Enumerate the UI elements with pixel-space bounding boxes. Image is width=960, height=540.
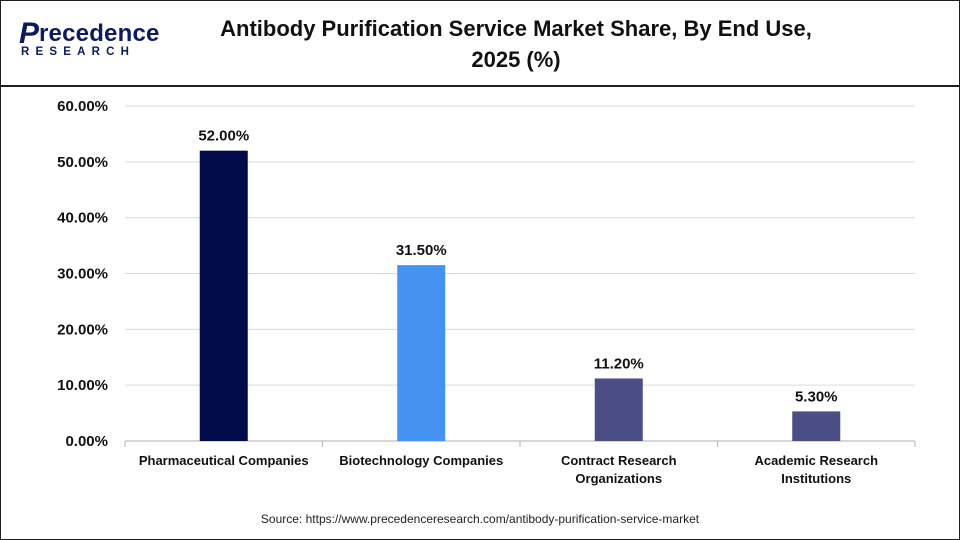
- logo-subtitle: RESEARCH: [21, 46, 136, 58]
- header: P recedence RESEARCH Antibody Purificati…: [1, 1, 959, 87]
- chart-title: Antibody Purification Service Market Sha…: [191, 13, 841, 75]
- logo-word: recedence: [39, 20, 160, 47]
- bar: [397, 265, 446, 441]
- y-tick-label: 30.00%: [57, 266, 108, 283]
- bar: [792, 411, 841, 441]
- bar: [594, 378, 643, 441]
- y-tick-label: 50.00%: [57, 154, 108, 171]
- logo-initial: P: [19, 17, 40, 50]
- y-tick-label: 20.00%: [57, 321, 108, 338]
- y-tick-label: 40.00%: [57, 210, 108, 227]
- chart-title-line-1: Antibody Purification Service Market Sha…: [220, 16, 812, 41]
- source-note: Source: https://www.precedenceresearch.c…: [260, 512, 700, 526]
- data-label: 31.50%: [396, 242, 447, 259]
- y-tick-label: 0.00%: [65, 433, 108, 450]
- x-tick-label: Biotechnology Companies: [339, 453, 503, 468]
- data-label: 11.20%: [594, 355, 644, 372]
- x-tick-label: Pharmaceutical Companies: [139, 453, 309, 468]
- x-tick-label: Institutions: [781, 471, 851, 486]
- precedence-research-logo: P recedence RESEARCH: [19, 19, 169, 69]
- data-label: 52.00%: [198, 128, 249, 145]
- chart-title-line-2: 2025 (%): [471, 47, 561, 72]
- bar: [199, 150, 248, 441]
- data-label: 5.30%: [795, 388, 838, 405]
- y-tick-label: 60.00%: [57, 98, 108, 115]
- x-tick-label: Contract Research: [561, 453, 677, 468]
- x-tick-label: Organizations: [575, 471, 662, 486]
- y-tick-label: 10.00%: [57, 377, 108, 394]
- x-tick-label: Academic Research: [754, 453, 878, 468]
